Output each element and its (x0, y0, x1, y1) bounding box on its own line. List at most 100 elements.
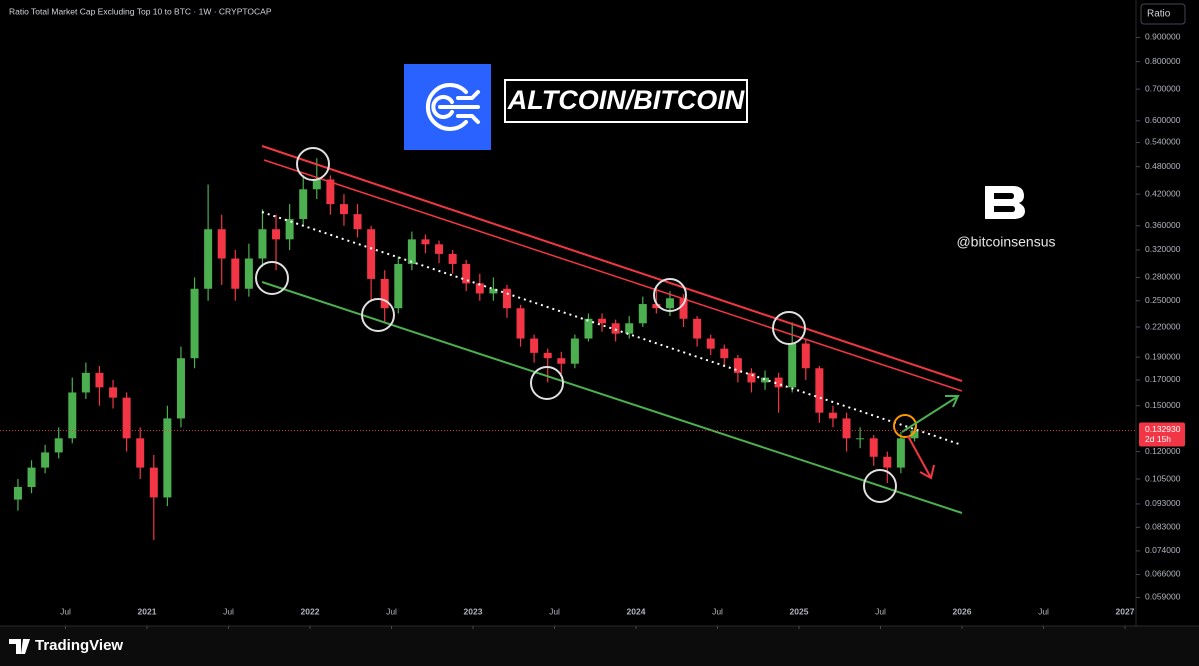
headline: ALTCOIN/BITCOIN (507, 85, 745, 115)
y-tick-label: 0.093000 (1145, 498, 1181, 508)
touch-circle (772, 311, 806, 345)
candle-body (299, 189, 308, 220)
candle-body (122, 397, 131, 439)
y-tick-label: 0.190000 (1145, 351, 1181, 361)
logo-icon (425, 83, 480, 131)
candle-body (747, 372, 756, 383)
countdown: 2d 15h (1145, 434, 1171, 444)
candle-body (421, 239, 430, 245)
candle-body (244, 258, 253, 289)
candle-body (475, 283, 484, 294)
y-tick-label: 0.059000 (1145, 592, 1181, 602)
candle-body (557, 358, 566, 364)
candle-body (693, 318, 702, 339)
candle-body (761, 377, 770, 383)
y-tick-label: 0.540000 (1145, 137, 1181, 147)
y-tick-label: 0.320000 (1145, 244, 1181, 254)
price-axis (1136, 0, 1199, 626)
y-tick-label: 0.250000 (1145, 295, 1181, 305)
y-tick-label: 0.280000 (1145, 272, 1181, 282)
down-arrow (907, 435, 935, 480)
candle-body (81, 372, 90, 393)
candle-body (380, 278, 389, 309)
candle-body (910, 430, 919, 439)
candle-body (435, 244, 444, 254)
y-tick-label: 0.083000 (1145, 522, 1181, 532)
candle-body (41, 452, 50, 468)
touch-circle (296, 147, 330, 181)
candle-body (543, 352, 552, 359)
candle-body (448, 253, 457, 264)
candle-body (285, 219, 294, 240)
candle-body (652, 304, 661, 309)
x-tick-label: 2027 (1116, 606, 1135, 616)
candle-body (774, 377, 783, 388)
candle-body (149, 467, 158, 498)
touch-circle (530, 366, 564, 400)
candle-body (176, 358, 185, 419)
candle-body (842, 418, 851, 439)
candle-body (625, 323, 634, 334)
candle-body (856, 438, 865, 440)
candle-body (788, 343, 797, 388)
candle-body (706, 338, 715, 349)
x-tick-label: 2024 (627, 606, 646, 616)
y-tick-label: 0.420000 (1145, 188, 1181, 198)
scale-button-label[interactable]: Ratio (1147, 9, 1171, 20)
y-tick-label: 0.150000 (1145, 400, 1181, 410)
x-tick-label: Jul (712, 606, 723, 616)
candle-body (665, 298, 674, 309)
candle-body (312, 179, 321, 190)
candle-body (394, 263, 403, 309)
channel-top (261, 145, 963, 382)
touch-circle (653, 278, 687, 312)
up-arrow (901, 395, 960, 433)
x-tick-label: Jul (386, 606, 397, 616)
y-tick-label: 0.074000 (1145, 545, 1181, 555)
candle-body (638, 304, 647, 324)
price-tag-label: 0.132930 (1145, 424, 1181, 434)
touch-circle (863, 469, 897, 503)
candle-body (584, 318, 593, 339)
y-tick-label: 0.360000 (1145, 220, 1181, 230)
candle-body (339, 204, 348, 215)
x-tick-label: Jul (223, 606, 234, 616)
x-tick-label: 2023 (464, 606, 483, 616)
y-tick-label: 0.170000 (1145, 374, 1181, 384)
candle-body (163, 418, 172, 498)
candle-body (462, 263, 471, 284)
annotations (255, 145, 963, 514)
brand-name: TradingView (35, 637, 123, 654)
y-tick-label: 0.220000 (1145, 321, 1181, 331)
channel-top-inner (263, 159, 963, 392)
candle-body (502, 288, 511, 309)
y-tick-label: 0.700000 (1145, 83, 1181, 93)
price-tag (1139, 422, 1185, 447)
x-tick-label: Jul (60, 606, 71, 616)
x-tick-label: 2026 (953, 606, 972, 616)
x-tick-label: Jul (875, 606, 886, 616)
candle-body (489, 288, 498, 294)
candle-body (217, 229, 226, 259)
scale-button[interactable] (1140, 3, 1186, 25)
candle-body (815, 368, 824, 413)
x-tick-label: 2021 (138, 606, 157, 616)
y-tick-label: 0.120000 (1145, 446, 1181, 456)
candle-body (272, 229, 281, 240)
candle-body (231, 258, 240, 289)
candle-body (598, 318, 607, 324)
candle-body (353, 214, 362, 230)
candle-body (883, 456, 892, 468)
brand-mark (985, 186, 1025, 219)
y-tick-label: 0.900000 (1145, 32, 1181, 42)
chart-title: Ratio Total Market Cap Excluding Top 10 … (9, 6, 272, 16)
y-tick-label: 0.105000 (1145, 473, 1181, 483)
brand-logo (9, 639, 30, 654)
candle-body (720, 348, 729, 359)
candles (13, 158, 919, 541)
candle-body (570, 338, 579, 364)
y-tick-label: 0.480000 (1145, 161, 1181, 171)
candle-body (611, 323, 620, 334)
